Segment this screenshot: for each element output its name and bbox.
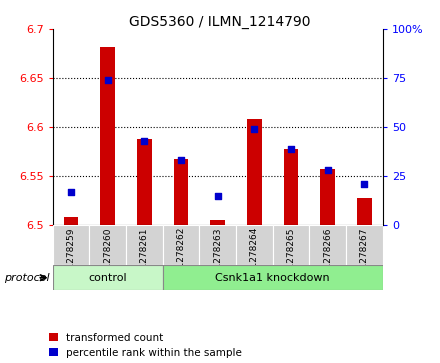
Bar xyxy=(163,265,383,290)
Bar xyxy=(346,225,383,265)
Text: GDS5360 / ILMN_1214790: GDS5360 / ILMN_1214790 xyxy=(129,15,311,29)
Text: GSM1278259: GSM1278259 xyxy=(66,227,76,287)
Bar xyxy=(273,225,309,265)
Point xyxy=(361,181,368,187)
Bar xyxy=(174,159,188,225)
Bar xyxy=(89,225,126,265)
Text: GSM1278264: GSM1278264 xyxy=(250,227,259,287)
Text: GSM1278266: GSM1278266 xyxy=(323,227,332,287)
Bar xyxy=(284,148,298,225)
Bar xyxy=(53,225,89,265)
Text: GSM1278265: GSM1278265 xyxy=(286,227,296,287)
Point xyxy=(324,167,331,173)
Bar xyxy=(137,139,152,225)
Text: Csnk1a1 knockdown: Csnk1a1 knockdown xyxy=(216,273,330,283)
Legend: transformed count, percentile rank within the sample: transformed count, percentile rank withi… xyxy=(49,333,242,358)
Point xyxy=(214,193,221,199)
Bar xyxy=(64,217,78,225)
Point xyxy=(288,146,295,151)
Point xyxy=(251,126,258,132)
Point xyxy=(141,138,148,144)
Point xyxy=(178,158,185,163)
Point xyxy=(104,77,111,83)
Bar xyxy=(236,225,273,265)
Bar xyxy=(126,225,163,265)
Bar xyxy=(199,225,236,265)
Text: GSM1278267: GSM1278267 xyxy=(360,227,369,287)
Point xyxy=(68,189,75,195)
Bar xyxy=(53,265,163,290)
Text: protocol: protocol xyxy=(4,273,50,283)
Bar xyxy=(357,197,372,225)
Text: GSM1278262: GSM1278262 xyxy=(176,227,186,287)
Text: GSM1278260: GSM1278260 xyxy=(103,227,112,287)
Text: GSM1278263: GSM1278263 xyxy=(213,227,222,287)
Text: GSM1278261: GSM1278261 xyxy=(140,227,149,287)
Bar xyxy=(309,225,346,265)
Bar xyxy=(247,119,262,225)
Bar xyxy=(100,47,115,225)
Bar xyxy=(210,220,225,225)
Bar xyxy=(320,169,335,225)
Bar xyxy=(163,225,199,265)
Text: control: control xyxy=(88,273,127,283)
